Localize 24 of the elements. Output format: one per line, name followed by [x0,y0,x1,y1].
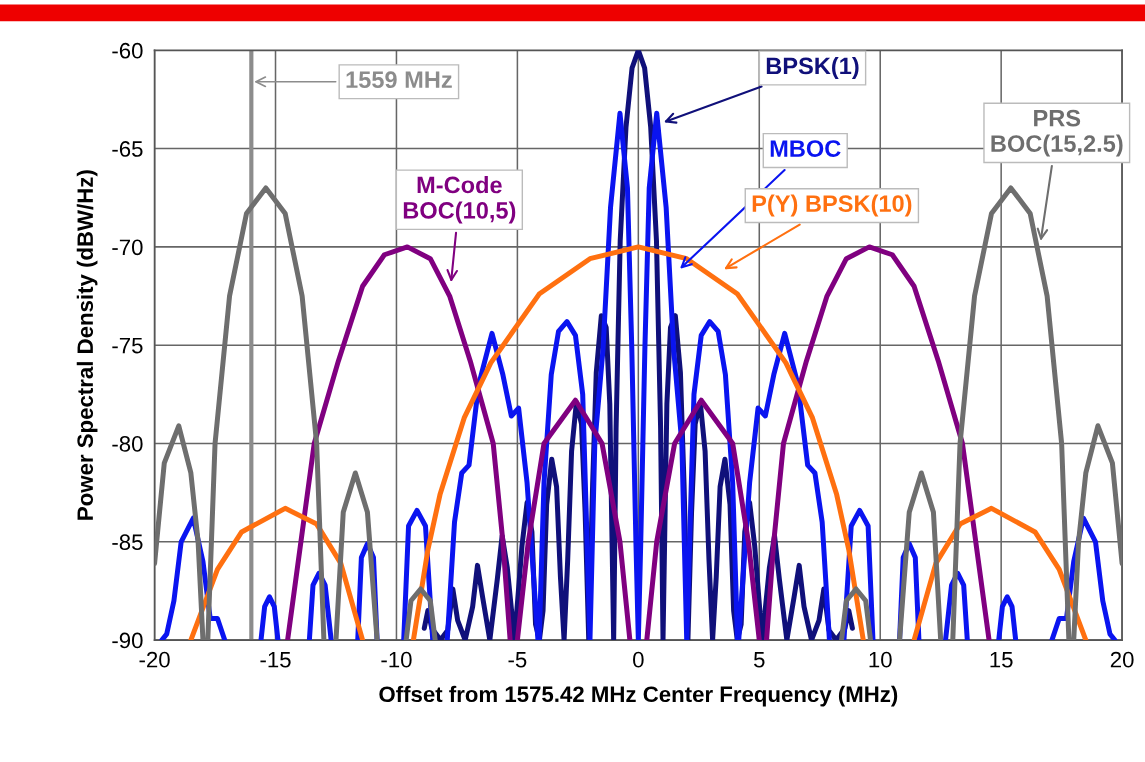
text: BPSK(1) [766,56,859,79]
series-label: PRS BOC(15,2.5) [991,109,1123,157]
y-tick-label: -65 [112,141,143,157]
y-tick-label: -75 [112,337,143,354]
text: MBOC [770,140,841,157]
x-tick-label: -5 [508,652,527,668]
ref-line-label: 1559 MHz [346,71,452,89]
x-tick-label: 20 [1110,651,1134,668]
x-tick-label: 0 [633,651,644,668]
x-tick-label: -20 [139,651,170,668]
y-tick-label: -60 [112,42,143,59]
x-axis-title: Offset from 1575.42 MHz Center Frequency (MHz) [379,685,898,707]
x-tick-label: -10 [381,651,412,668]
y-tick-label: -80 [112,436,143,452]
x-tick-label: 15 [990,652,1013,668]
text: P(Y) BPSK(10) [752,194,912,217]
y-tick-label: -85 [112,534,143,551]
y-tick-label: -70 [112,239,143,256]
x-tick-label: 10 [869,651,892,668]
series-label: M-Code BOC(10,5) [403,175,516,224]
y-axis-title: Power Spectral Density (dBW/Hz) [76,170,98,520]
y-tick-label: -90 [112,632,143,649]
x-tick-label: -15 [260,652,291,668]
x-tick-label: 5 [753,652,765,668]
